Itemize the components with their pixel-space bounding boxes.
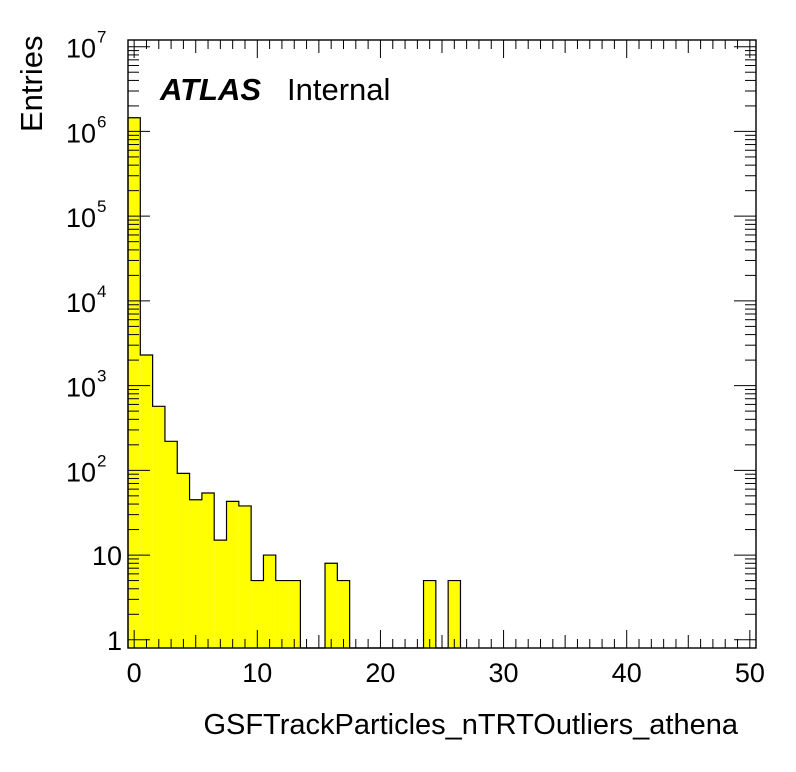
y-tick-label: 10 — [66, 34, 96, 64]
y-tick-label: 10 — [66, 373, 96, 403]
x-tick-label: 10 — [242, 658, 272, 688]
y-axis-label: Entries — [14, 36, 49, 132]
histogram-bar-4 — [177, 473, 190, 648]
histogram-bar-5 — [189, 499, 202, 648]
histogram-bar-3 — [164, 441, 178, 648]
histogram-bar-17 — [337, 580, 350, 648]
y-tick-label: 1 — [107, 626, 122, 656]
histogram-bar-13 — [288, 580, 301, 648]
internal-label: Internal — [287, 72, 390, 107]
histogram-bar-2 — [152, 406, 165, 648]
histogram-bar-12 — [275, 580, 289, 648]
x-tick-label: 40 — [612, 658, 642, 688]
y-tick-exponent: 3 — [97, 367, 106, 386]
histogram-bar-10 — [251, 580, 264, 648]
x-axis-label: GSFTrackParticles_nTRTOutliers_athena — [203, 709, 738, 741]
axis-ticks — [128, 40, 756, 648]
histogram-bar-9 — [238, 505, 252, 648]
y-tick-label: 10 — [92, 541, 122, 571]
histogram-bar-1 — [140, 354, 153, 648]
y-tick-label: 10 — [66, 288, 96, 318]
x-tick-label: 50 — [735, 658, 765, 688]
x-tick-label: 0 — [127, 658, 142, 688]
y-tick-exponent: 7 — [97, 28, 106, 47]
atlas-label: ATLAS — [159, 72, 261, 107]
y-tick-exponent: 4 — [97, 282, 106, 301]
histogram-bar-6 — [201, 493, 215, 648]
y-tick-label: 10 — [66, 118, 96, 148]
y-tick-exponent: 5 — [97, 197, 106, 216]
histogram-bar-26 — [448, 580, 461, 648]
y-tick-label: 10 — [66, 203, 96, 233]
x-tick-label: 20 — [365, 658, 395, 688]
x-tick-label: 30 — [489, 658, 519, 688]
histogram-bar-11 — [263, 555, 276, 648]
y-tick-label: 10 — [66, 457, 96, 487]
histogram-bar-7 — [214, 540, 227, 648]
histogram-bar-8 — [226, 501, 239, 648]
histogram-bar-16 — [325, 563, 338, 648]
histogram-bar-24 — [423, 580, 436, 648]
y-tick-exponent: 2 — [97, 451, 106, 470]
histogram-bars — [127, 117, 462, 649]
y-tick-exponent: 6 — [97, 112, 106, 131]
